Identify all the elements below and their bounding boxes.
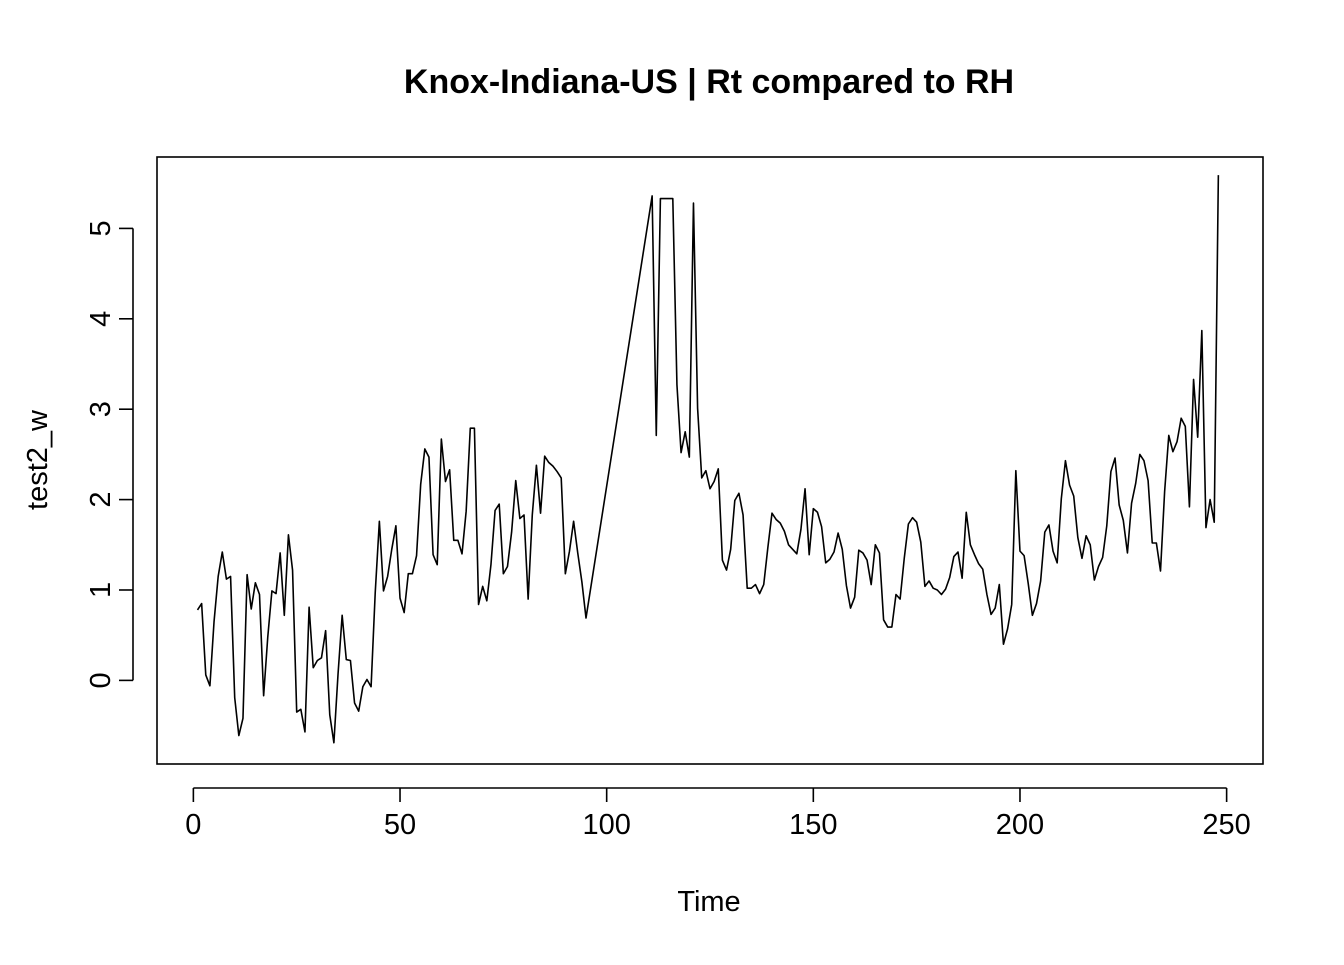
x-tick-label: 250 [1202, 809, 1250, 841]
y-tick-label: 4 [85, 311, 117, 327]
y-tick-label: 1 [85, 582, 117, 598]
plot-frame [157, 157, 1263, 764]
x-tick-label: 150 [789, 809, 837, 841]
y-tick-label: 5 [85, 220, 117, 236]
chart-title: Knox-Indiana-US | Rt compared to RH [404, 63, 1014, 101]
x-tick-label: 50 [384, 809, 416, 841]
y-tick-label: 0 [85, 672, 117, 688]
y-tick-label: 2 [85, 492, 117, 508]
series-layer [197, 175, 1218, 743]
x-tick-label: 0 [185, 809, 201, 841]
y-tick-label: 3 [85, 401, 117, 417]
x-tick-label: 100 [582, 809, 630, 841]
y-axis: 0 1 2 3 4 5 [85, 220, 133, 688]
y-axis-label: test2_w [22, 409, 54, 510]
x-axis-label: Time [677, 886, 740, 918]
series-line [198, 175, 1219, 743]
x-axis: 0 50 100 150 200 250 [185, 788, 1251, 841]
x-tick-label: 200 [996, 809, 1044, 841]
